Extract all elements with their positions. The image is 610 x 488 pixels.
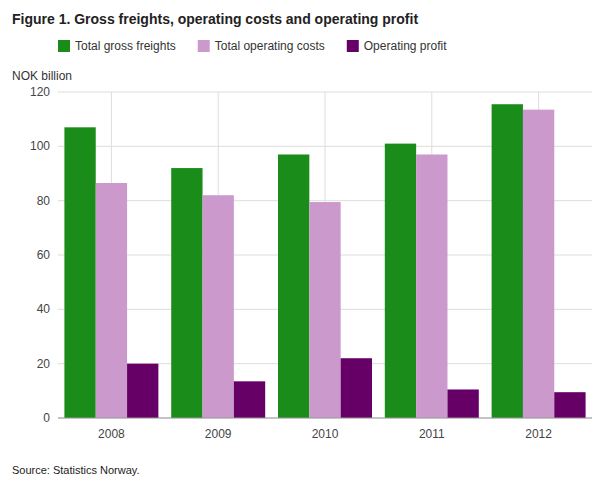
y-tick-label: 0 (43, 411, 50, 425)
bar (492, 104, 523, 418)
legend-item: Total operating costs (198, 39, 325, 53)
y-tick-label: 20 (37, 357, 51, 371)
bar (309, 202, 340, 418)
legend-swatch (347, 40, 359, 52)
legend-item: Operating profit (347, 39, 447, 53)
bar (385, 144, 416, 418)
legend-item: Total gross freights (58, 39, 176, 53)
bar (416, 154, 447, 418)
bar-series (64, 104, 523, 418)
y-tick-label: 100 (30, 139, 50, 153)
y-tick-label: 60 (37, 248, 51, 262)
bar-series (127, 358, 586, 418)
x-tick-label: 2012 (525, 427, 552, 441)
x-tick-label: 2009 (205, 427, 232, 441)
bar (278, 154, 309, 418)
bar (127, 364, 158, 418)
x-tick-label: 2010 (312, 427, 339, 441)
bars (64, 104, 585, 418)
chart-svg: Figure 1. Gross freights, operating cost… (0, 0, 610, 488)
x-tick-label: 2011 (419, 427, 445, 441)
bar (523, 110, 554, 418)
bar (554, 392, 585, 418)
bar (171, 168, 202, 418)
bar (234, 381, 265, 418)
legend-swatch (58, 40, 70, 52)
bar-series (96, 110, 555, 418)
page: {"chart_data": {"type": "bar", "title": … (0, 0, 610, 488)
legend-label: Total gross freights (75, 39, 176, 53)
y-tick-label: 80 (37, 194, 51, 208)
y-tick-label: 120 (30, 85, 50, 99)
bar (447, 389, 478, 418)
bar (96, 183, 127, 418)
y-grid-line (58, 418, 592, 419)
grid (58, 92, 592, 418)
chart-container: Figure 1. Gross freights, operating cost… (0, 0, 610, 488)
x-tick-label: 2008 (98, 427, 125, 441)
y-tick-label: 40 (37, 302, 51, 316)
title: Figure 1. Gross freights, operating cost… (12, 11, 418, 27)
legend-label: Operating profit (364, 39, 447, 53)
legend-label: Total operating costs (215, 39, 325, 53)
bar (64, 127, 95, 418)
bar (341, 358, 372, 418)
bar (203, 195, 234, 418)
legend-swatch (198, 40, 210, 52)
legend: Total gross freights Total operating cost… (58, 39, 447, 53)
y-axis-label: NOK billion (12, 69, 72, 83)
x-axis-line (58, 418, 592, 419)
source-note: Source: Statistics Norway. (12, 464, 140, 476)
